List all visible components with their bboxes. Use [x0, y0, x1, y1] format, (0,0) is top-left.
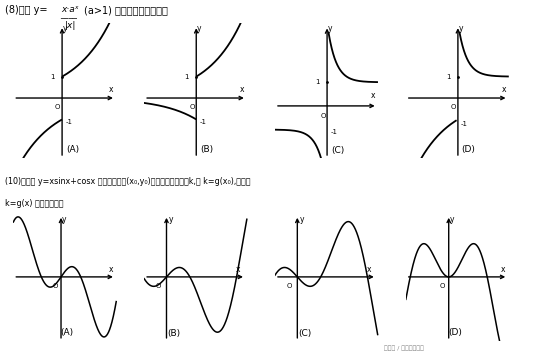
Text: 1: 1 [315, 79, 320, 85]
Text: -1: -1 [66, 119, 73, 125]
Text: x: x [367, 265, 372, 274]
Text: (D): (D) [461, 144, 475, 154]
Text: ────: ──── [60, 16, 77, 22]
Text: x: x [108, 265, 113, 274]
Text: (a>1) 的图像的大致形状是: (a>1) 的图像的大致形状是 [84, 5, 168, 15]
Text: -1: -1 [330, 129, 337, 135]
Text: O: O [440, 284, 445, 289]
Text: x: x [240, 84, 245, 93]
Text: y: y [300, 215, 304, 224]
Text: (D): (D) [448, 328, 462, 337]
Text: y: y [169, 215, 174, 224]
Text: y: y [197, 24, 202, 33]
Text: y: y [459, 24, 464, 33]
Text: x: x [236, 265, 241, 274]
Text: O: O [53, 284, 58, 289]
Text: 1: 1 [446, 73, 451, 80]
Text: O: O [190, 104, 195, 110]
Text: (10)设函数 y=xsinx+cosx 的图像上的点(x₀,y₀)处的切线的斜率为k,记 k=g(x₀),则函数: (10)设函数 y=xsinx+cosx 的图像上的点(x₀,y₀)处的切线的斜… [5, 178, 251, 186]
Text: k=g(x) 的图像大致为: k=g(x) 的图像大致为 [5, 199, 64, 208]
Text: y: y [328, 24, 333, 33]
Text: -1: -1 [199, 119, 206, 125]
Text: 1: 1 [184, 73, 189, 80]
Text: (C): (C) [331, 146, 344, 155]
Text: x: x [108, 84, 113, 93]
Text: y: y [63, 24, 68, 33]
Text: -1: -1 [461, 121, 468, 127]
Text: x: x [371, 92, 375, 100]
Text: (A): (A) [67, 144, 80, 154]
Text: O: O [320, 113, 326, 119]
Text: O: O [451, 104, 457, 110]
Text: O: O [55, 104, 60, 110]
Text: O: O [155, 284, 161, 289]
Text: (8)函数 y=: (8)函数 y= [5, 5, 48, 15]
Text: |x|: |x| [65, 21, 76, 29]
Text: x: x [500, 265, 505, 274]
Text: (B): (B) [167, 329, 180, 338]
Text: (A): (A) [61, 328, 74, 337]
Text: x: x [501, 84, 506, 93]
Text: x·aˣ: x·aˣ [61, 5, 79, 14]
Text: O: O [286, 284, 292, 289]
Text: 1: 1 [50, 73, 54, 80]
Text: y: y [450, 215, 454, 224]
Text: (C): (C) [298, 329, 311, 338]
Text: 头条号 / 初高数学技巧: 头条号 / 初高数学技巧 [384, 346, 425, 351]
Text: (B): (B) [200, 144, 213, 154]
Text: y: y [62, 215, 67, 224]
